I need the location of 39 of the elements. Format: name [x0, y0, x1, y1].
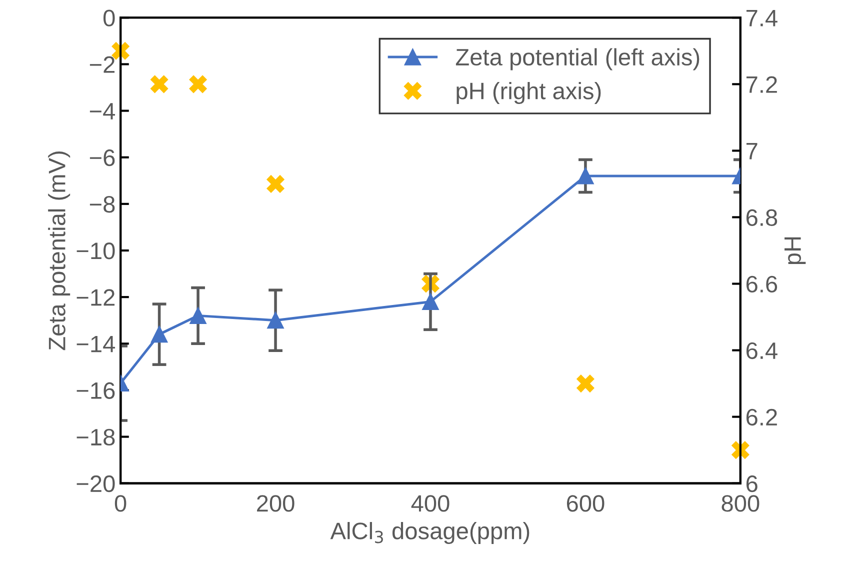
y2-axis-title: pH: [784, 237, 806, 264]
y-axis-title: Zeta potential (mV): [48, 152, 70, 350]
y-tick-label: −6: [90, 149, 115, 166]
x-tick-label: 600: [566, 495, 604, 512]
y-tick-label: −8: [90, 196, 115, 213]
y-tick-label: −12: [76, 289, 115, 306]
x-tick-label: 400: [411, 495, 450, 512]
point: [150, 75, 168, 94]
x-tick-label: 800: [722, 495, 760, 512]
y-tick-label: −2: [90, 56, 115, 73]
x-tick-label: 200: [257, 495, 294, 512]
y2-tick-label: 7.2: [746, 76, 777, 93]
point: [577, 168, 594, 184]
legend-label: Zeta potential (left axis): [456, 48, 700, 70]
legend-label: pH (right axis): [456, 82, 601, 104]
point: [266, 174, 285, 193]
point: [267, 312, 284, 329]
point: [150, 326, 168, 343]
point: [189, 75, 208, 94]
y-tick-label: −14: [76, 336, 116, 352]
x-axis-title: AlCl$_{3}$ dosage(ppm): [330, 522, 530, 544]
y2-tick-label: 6: [746, 475, 758, 492]
y-tick-label: −16: [76, 382, 115, 399]
y-tick-label: −4: [90, 103, 115, 120]
y2-tick-label: 7.4: [746, 10, 778, 26]
y2-tick-label: 7: [746, 143, 758, 160]
y2-tick-label: 6.6: [746, 276, 778, 293]
y2-tick-label: 6.4: [746, 342, 778, 360]
y-tick-label: −18: [76, 428, 115, 446]
point: [422, 293, 439, 310]
point: [190, 307, 206, 324]
point: [576, 374, 594, 393]
point: [731, 441, 750, 460]
x-tick-label: 0: [114, 495, 126, 512]
y2-tick-label: 6.2: [746, 408, 777, 426]
y2-tick-label: 6.8: [746, 209, 778, 226]
y-tick-label: −10: [76, 242, 115, 260]
y-tick-label: −20: [76, 475, 115, 492]
y-tick-label: 0: [103, 10, 115, 26]
